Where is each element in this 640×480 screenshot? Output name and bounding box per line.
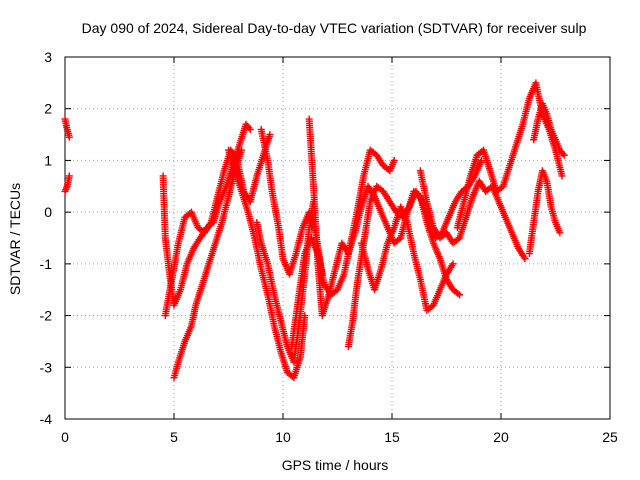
x-tick-label: 5 [170, 429, 178, 445]
axes: 0 5 10 15 20 25 -4 -3 -2 -1 0 1 2 3 [40, 49, 618, 445]
series-arc-6 [225, 146, 309, 382]
data-point [390, 156, 398, 164]
y-tick-label: 1 [44, 152, 52, 168]
y-tick-label: 2 [44, 101, 52, 117]
data-point [246, 125, 254, 133]
data-point [62, 184, 70, 192]
data-point [560, 151, 568, 159]
x-tick-label: 15 [384, 429, 400, 445]
y-tick-label: -2 [40, 308, 53, 324]
y-tick-label: -4 [40, 411, 53, 427]
y-tick-label: 0 [44, 204, 52, 220]
series-arc-14 [453, 79, 566, 232]
data-point [449, 260, 457, 268]
data-point [456, 291, 464, 299]
series-arc-13 [416, 167, 529, 263]
plot-frame [64, 56, 611, 420]
x-tick-label: 25 [602, 429, 618, 445]
data-point [558, 172, 566, 180]
series-arc-12 [357, 203, 457, 314]
x-tick-label: 10 [275, 429, 291, 445]
series-arc-9 [288, 146, 398, 351]
series-arc-15 [525, 167, 564, 258]
series-arc-2 [61, 172, 73, 195]
data-point [266, 131, 274, 139]
y-axis-label: SDTVAR / TECUs [7, 183, 23, 295]
x-axis-label: GPS time / hours [282, 457, 389, 473]
series-arc-1 [61, 115, 73, 141]
series-arc-8 [257, 125, 326, 278]
data-points [61, 79, 568, 382]
x-tick-label: 0 [61, 429, 69, 445]
data-point [65, 172, 73, 180]
data-point [556, 229, 564, 237]
y-tick-label: 3 [44, 49, 52, 65]
y-tick-label: -3 [40, 359, 53, 375]
series-arc-16 [530, 100, 568, 159]
x-tick-label: 20 [493, 429, 509, 445]
data-point [521, 255, 529, 263]
chart-title: Day 090 of 2024, Sidereal Day-to-day VTE… [82, 20, 587, 36]
data-point [238, 146, 246, 154]
y-tick-label: -1 [40, 256, 53, 272]
data-point [65, 133, 73, 141]
